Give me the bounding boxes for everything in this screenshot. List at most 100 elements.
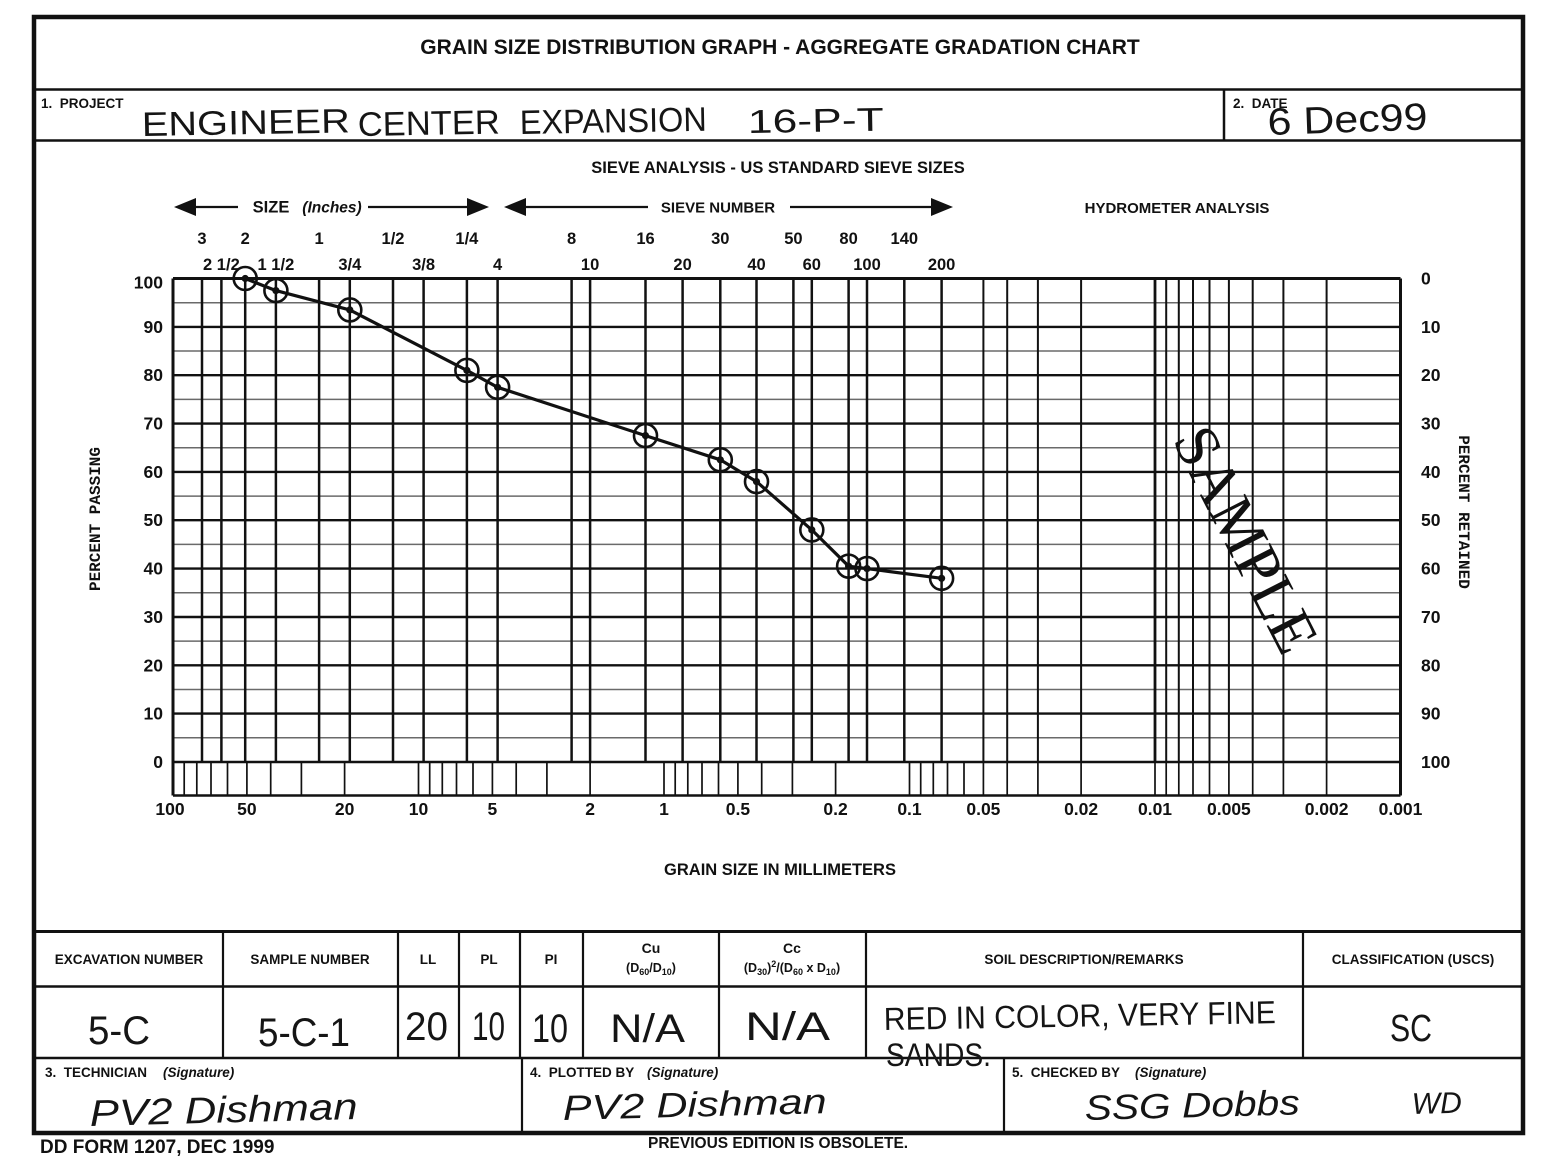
svg-text:SAMPLE: SAMPLE <box>1160 415 1332 664</box>
svg-text:GRAIN SIZE DISTRIBUTION GRAPH: GRAIN SIZE DISTRIBUTION GRAPH - AGGREGAT… <box>420 36 1140 59</box>
svg-text:0.02: 0.02 <box>1064 799 1098 819</box>
svg-text:2: 2 <box>585 799 595 819</box>
svg-text:SIEVE NUMBER: SIEVE NUMBER <box>661 200 775 217</box>
svg-text:0: 0 <box>1421 269 1431 289</box>
svg-text:70: 70 <box>144 414 164 434</box>
svg-text:16: 16 <box>636 230 654 248</box>
svg-text:10: 10 <box>409 799 429 819</box>
svg-text:N/A: N/A <box>610 1007 685 1051</box>
svg-text:3: 3 <box>197 230 206 248</box>
svg-text:3. TECHNICIAN: 3. TECHNICIAN <box>45 1065 147 1080</box>
svg-text:0.1: 0.1 <box>897 799 922 819</box>
svg-text:(Signature): (Signature) <box>1135 1065 1207 1080</box>
svg-text:PV2 Dishman: PV2 Dishman <box>562 1082 827 1128</box>
svg-text:PERCENT RETAINED: PERCENT RETAINED <box>1454 435 1472 589</box>
svg-text:1. PROJECT: 1. PROJECT <box>41 96 124 111</box>
svg-text:SANDS.: SANDS. <box>886 1037 991 1073</box>
svg-text:80: 80 <box>1421 655 1441 675</box>
svg-text:20: 20 <box>335 799 355 819</box>
svg-text:ENGINEER: ENGINEER <box>141 102 350 144</box>
svg-text:5-C: 5-C <box>88 1009 150 1053</box>
svg-text:HYDROMETER ANALYSIS: HYDROMETER ANALYSIS <box>1085 200 1270 217</box>
svg-text:3/8: 3/8 <box>412 256 435 274</box>
svg-text:CENTER: CENTER <box>357 104 500 144</box>
svg-text:SIEVE ANALYSIS - US STANDARD S: SIEVE ANALYSIS - US STANDARD SIEVE SIZES <box>591 159 964 177</box>
svg-text:PI: PI <box>545 952 558 967</box>
svg-text:GRAIN SIZE IN MILLIMETERS: GRAIN SIZE IN MILLIMETERS <box>664 861 896 879</box>
svg-text:90: 90 <box>144 317 164 337</box>
svg-text:30: 30 <box>711 230 729 248</box>
svg-text:5-C-1: 5-C-1 <box>258 1011 350 1055</box>
svg-text:50: 50 <box>784 230 802 248</box>
svg-text:80: 80 <box>144 365 164 385</box>
svg-text:200: 200 <box>928 256 956 274</box>
svg-text:10: 10 <box>581 256 599 274</box>
svg-text:(D30)2/(D60 x D10): (D30)2/(D60 x D10) <box>744 959 840 977</box>
svg-text:60: 60 <box>1421 559 1441 579</box>
svg-text:SOIL DESCRIPTION/REMARKS: SOIL DESCRIPTION/REMARKS <box>984 952 1183 967</box>
svg-text:60: 60 <box>803 256 821 274</box>
svg-text:0.2: 0.2 <box>823 799 848 819</box>
svg-text:20: 20 <box>673 256 691 274</box>
svg-text:SC: SC <box>1390 1008 1432 1050</box>
svg-text:(D60/D10): (D60/D10) <box>626 961 676 977</box>
svg-text:50: 50 <box>1421 510 1441 530</box>
svg-text:10: 10 <box>144 704 164 724</box>
svg-text:6 Dec99: 6 Dec99 <box>1267 96 1428 144</box>
svg-text:80: 80 <box>839 230 857 248</box>
svg-text:0.002: 0.002 <box>1305 799 1349 819</box>
svg-text:60: 60 <box>144 462 164 482</box>
svg-text:0.5: 0.5 <box>726 799 751 819</box>
svg-text:RED IN COLOR, VERY FINE: RED IN COLOR, VERY FINE <box>883 994 1276 1037</box>
svg-text:SIZE: SIZE <box>253 199 290 217</box>
svg-text:100: 100 <box>1421 752 1450 772</box>
svg-text:2: 2 <box>241 230 250 248</box>
svg-text:40: 40 <box>144 559 164 579</box>
svg-text:5. CHECKED BY: 5. CHECKED BY <box>1012 1065 1120 1080</box>
svg-text:1: 1 <box>659 799 669 819</box>
svg-text:8: 8 <box>567 230 576 248</box>
svg-text:100: 100 <box>134 273 163 293</box>
svg-text:20: 20 <box>405 1005 448 1049</box>
svg-text:4. PLOTTED BY: 4. PLOTTED BY <box>530 1065 634 1080</box>
svg-text:Cu: Cu <box>642 940 661 956</box>
svg-text:PERCENT PASSING: PERCENT PASSING <box>87 447 105 591</box>
svg-text:PL: PL <box>480 952 497 967</box>
svg-text:EXPANSION: EXPANSION <box>519 101 707 142</box>
svg-text:10: 10 <box>472 1005 505 1049</box>
svg-text:1 1/2: 1 1/2 <box>258 256 295 274</box>
svg-text:SSG Dobbs: SSG Dobbs <box>1084 1083 1300 1128</box>
svg-text:30: 30 <box>144 607 164 627</box>
svg-text:PREVIOUS EDITION IS OBSOLETE.: PREVIOUS EDITION IS OBSOLETE. <box>648 1135 908 1152</box>
svg-text:1/2: 1/2 <box>382 230 405 248</box>
svg-text:10: 10 <box>1421 317 1441 337</box>
svg-text:WD: WD <box>1411 1087 1462 1121</box>
svg-text:CLASSIFICATION (USCS): CLASSIFICATION (USCS) <box>1332 952 1495 967</box>
svg-text:40: 40 <box>747 256 765 274</box>
svg-text:0.05: 0.05 <box>966 799 1000 819</box>
svg-text:140: 140 <box>891 230 919 248</box>
svg-text:2 1/2: 2 1/2 <box>203 256 240 274</box>
svg-text:1/4: 1/4 <box>455 230 479 248</box>
svg-text:DD FORM 1207, DEC 1999: DD FORM 1207, DEC 1999 <box>40 1137 274 1158</box>
svg-text:4: 4 <box>493 256 503 274</box>
svg-text:100: 100 <box>853 256 881 274</box>
svg-text:(Signature): (Signature) <box>163 1065 235 1080</box>
svg-text:0.01: 0.01 <box>1138 799 1172 819</box>
svg-text:SAMPLE NUMBER: SAMPLE NUMBER <box>250 952 370 967</box>
svg-text:Cc: Cc <box>783 940 801 956</box>
svg-text:PV2 Dishman: PV2 Dishman <box>89 1086 358 1134</box>
svg-text:30: 30 <box>1421 414 1441 434</box>
svg-text:5: 5 <box>488 799 498 819</box>
svg-text:3/4: 3/4 <box>338 256 362 274</box>
svg-text:LL: LL <box>420 952 437 967</box>
svg-text:2. DATE: 2. DATE <box>1233 96 1288 111</box>
svg-text:(Signature): (Signature) <box>647 1065 719 1080</box>
svg-text:50: 50 <box>144 510 164 530</box>
svg-text:100: 100 <box>155 799 184 819</box>
svg-text:(Inches): (Inches) <box>302 200 361 217</box>
svg-text:50: 50 <box>237 799 257 819</box>
svg-text:16-P-T: 16-P-T <box>747 101 884 140</box>
svg-text:EXCAVATION NUMBER: EXCAVATION NUMBER <box>55 952 204 967</box>
svg-text:1: 1 <box>315 230 324 248</box>
